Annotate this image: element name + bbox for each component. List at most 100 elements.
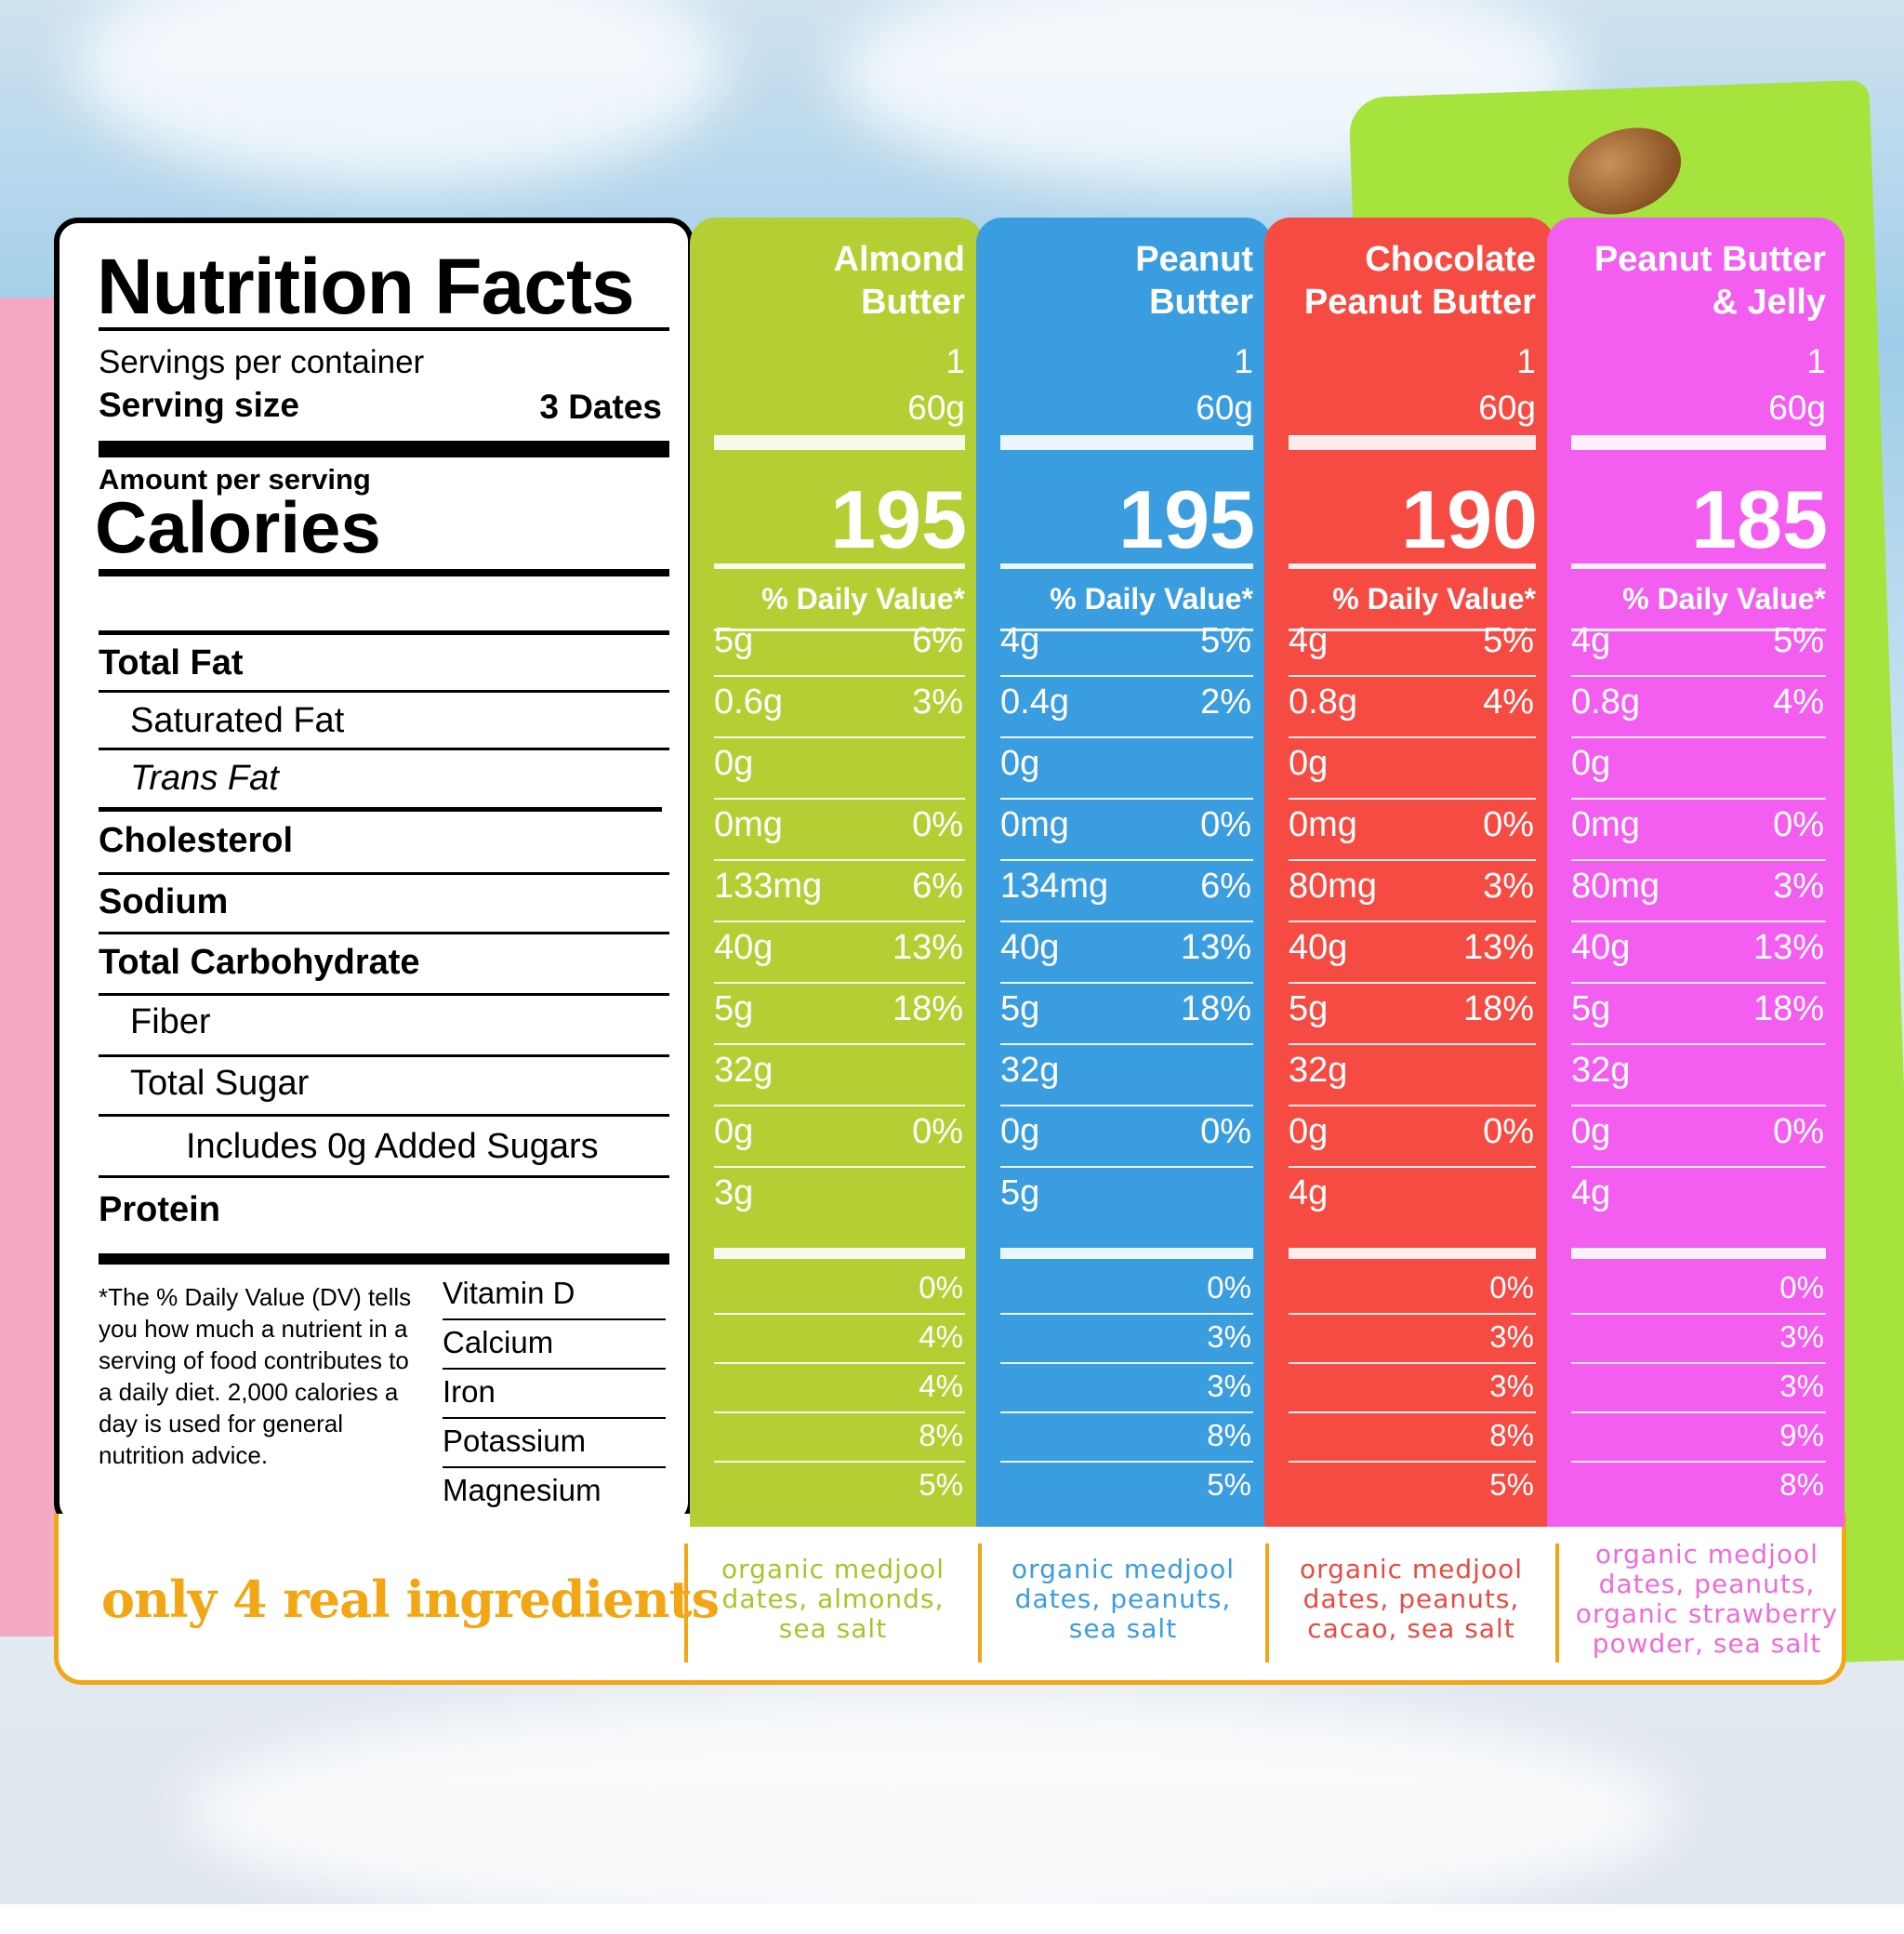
nutrient-amount: 4g [1289,621,1329,660]
divider [714,859,965,861]
nutrient-percent: 13% [1180,928,1251,967]
divider [1571,675,1826,677]
divider [1000,1461,1253,1463]
cloud [74,0,725,186]
nutrient-amount: 32g [1571,1051,1631,1090]
nutrient-percent: 18% [1462,989,1534,1028]
divider [1289,921,1536,922]
nutrient-percent: 2% [1200,682,1251,722]
vitamin-percent: 5% [1489,1467,1534,1502]
divider [714,1461,965,1463]
divider [1000,859,1253,861]
nutrient-amount: 0mg [1289,805,1357,844]
divider [1000,736,1253,738]
nutrient-percent: 0% [1483,1112,1534,1151]
nutrient-label: Trans Fat [130,759,279,798]
nutrient-percent: 4% [1773,682,1824,722]
divider [714,629,965,631]
product-name: Butter [861,283,965,322]
nutrient-amount: 4g [1571,1173,1611,1212]
product-name: Chocolate [1365,240,1536,279]
divider [1289,1043,1536,1045]
nutrient-amount: 80mg [1289,867,1378,906]
divider [1000,982,1253,984]
nutrient-percent: 13% [892,928,963,967]
calories-value: 195 [1118,473,1255,565]
vitamin-percent: 0% [1207,1270,1251,1305]
nutrient-label: Total Fat [99,643,244,682]
nutrient-amount: 5g [1000,989,1040,1028]
nutrient-label: Fiber [130,1002,211,1041]
product-name: Peanut Butter [1593,240,1826,279]
nutrient-amount: 32g [1000,1051,1060,1090]
nutrient-label: Sodium [99,882,229,921]
divider [1571,1248,1826,1259]
nutrient-percent: 3% [1483,867,1534,906]
divider [99,569,669,576]
daily-value-label: % Daily Value* [1622,582,1826,616]
divider [1289,1411,1536,1413]
servings-value: 1 [1234,342,1253,380]
nutrient-percent: 6% [912,867,963,906]
vitamin-percent: 4% [919,1319,963,1354]
divider [1289,798,1536,800]
vitamin-label: Potassium [443,1424,587,1458]
nutrient-percent: 6% [912,621,963,660]
thick-divider [99,1253,669,1265]
vitamin-percent: 4% [919,1369,963,1403]
ingredients-pbj: organic medjool dates, peanuts, organic st… [1575,1539,1839,1659]
nutrient-label: Protein [99,1190,220,1229]
divider [714,1105,965,1106]
divider [1289,1105,1536,1106]
divider [1571,629,1826,631]
nutrient-label: Saturated Fat [130,701,345,740]
nutrient-amount: 0g [1571,744,1611,783]
nutrient-label: Total Carbohydrate [99,943,420,982]
divider [1571,921,1826,922]
nutrient-percent: 0% [912,1112,963,1151]
daily-value-label: % Daily Value* [761,582,965,616]
divider [1000,563,1253,569]
ingredients-strip: only 4 real ingredients organic medjool d… [54,1514,1846,1685]
vitamin-percent: 8% [1779,1467,1824,1502]
nutrient-amount: 134mg [1000,867,1109,906]
divider [1289,1461,1536,1463]
divider [714,982,965,984]
divider [1571,859,1826,861]
nutrient-amount: 0g [1289,744,1329,783]
divider [1571,1313,1826,1315]
nutrient-amount: 0g [1289,1112,1329,1151]
nutrient-amount: 4g [1000,621,1040,660]
divider [1571,1362,1826,1364]
nutrient-amount: 5g [714,989,754,1028]
nutrition-facts-panel: Nutrition Facts Servings per container S… [54,218,694,1527]
divider [1000,1166,1253,1168]
nutrient-amount: 80mg [1571,867,1660,906]
nutrient-amount: 0.8g [1571,682,1640,722]
nutrient-percent: 0% [912,805,963,844]
nutrient-amount: 40g [1289,928,1348,967]
product-column: Peanut Butter & Jelly 1 60g 185 % Daily Value… [1547,218,1844,1527]
divider [714,1411,965,1413]
daily-value-label: % Daily Value* [1050,582,1253,616]
vitamin-percent: 5% [919,1467,963,1502]
vitamin-percent: 8% [919,1418,963,1452]
divider [1289,736,1536,738]
product-column: Peanut Butter 1 60g 195 % Daily Value* 4g 5% 0.4… [976,218,1272,1527]
divider [1571,1043,1826,1045]
divider [1000,798,1253,800]
nutrient-amount: 0g [1000,1112,1040,1151]
vitamin-percent: 3% [1779,1369,1824,1403]
thick-divider [99,441,669,457]
nutrient-amount: 0.8g [1289,682,1357,722]
divider [1289,859,1536,861]
vitamin-label: Magnesium [443,1473,602,1507]
ingredients-almond: organic medjool dates, almonds, sea salt [721,1554,945,1644]
vitamin-percent: 3% [1489,1369,1534,1403]
divider [1571,798,1826,800]
vitamin-percent: 5% [1207,1467,1251,1502]
divider [1000,1313,1253,1315]
divider [714,1166,965,1168]
serving-size-value: 60g [1768,389,1826,427]
divider [1571,736,1826,738]
